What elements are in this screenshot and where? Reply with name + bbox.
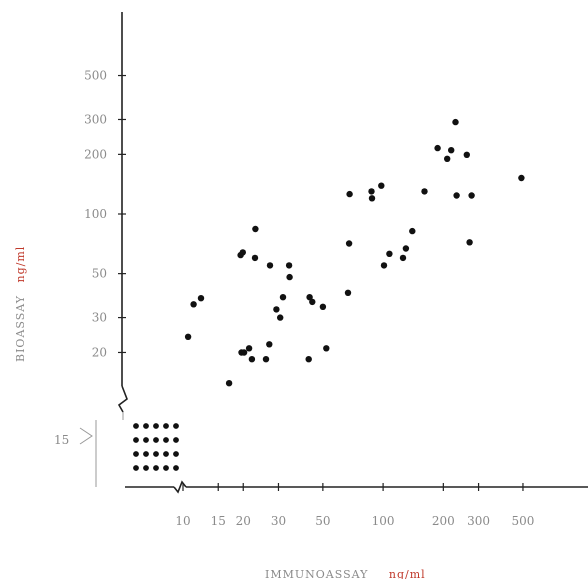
data-point bbox=[197, 295, 205, 302]
below-detection-point bbox=[143, 423, 149, 429]
below-detection-point bbox=[153, 465, 159, 471]
x-tick-label: 10 bbox=[175, 514, 190, 528]
data-point bbox=[279, 294, 287, 301]
data-point bbox=[386, 250, 393, 257]
x-tick-label: 20 bbox=[236, 514, 251, 528]
x-tick-label: 30 bbox=[271, 514, 286, 528]
data-point bbox=[266, 341, 273, 348]
data-point bbox=[262, 356, 270, 363]
data-point bbox=[184, 333, 192, 340]
data-point bbox=[323, 345, 330, 352]
below-detection-point bbox=[153, 451, 159, 457]
x-axis-label: IMMUNOASSAY bbox=[265, 568, 368, 579]
data-point bbox=[380, 262, 388, 269]
data-point bbox=[344, 289, 352, 296]
x-tick-label: 100 bbox=[372, 514, 395, 528]
data-point bbox=[319, 303, 327, 310]
data-point bbox=[309, 298, 316, 306]
below-detection-point bbox=[133, 451, 139, 457]
data-point bbox=[245, 345, 253, 352]
data-point bbox=[368, 188, 375, 195]
y-tick-label: 500 bbox=[84, 69, 107, 83]
x-axis-unit: ng/ml bbox=[389, 568, 426, 579]
y-tick-label: 30 bbox=[92, 311, 107, 325]
data-point bbox=[452, 118, 459, 126]
x-tick-label: 300 bbox=[467, 514, 490, 528]
data-point bbox=[273, 306, 280, 313]
y-tick-label: 200 bbox=[84, 147, 107, 161]
below-detection-point bbox=[163, 451, 169, 457]
data-point bbox=[453, 192, 460, 199]
data-point bbox=[399, 254, 407, 262]
data-point bbox=[286, 273, 293, 281]
y-axis-unit: ng/ml bbox=[14, 246, 27, 283]
data-point bbox=[306, 294, 313, 301]
below-detection-point bbox=[173, 437, 179, 443]
below-detection-point bbox=[143, 451, 149, 457]
below-detection-point bbox=[133, 423, 139, 429]
below-detection-point bbox=[163, 423, 169, 429]
y-axis-break bbox=[117, 385, 128, 413]
data-point bbox=[248, 356, 256, 363]
y-axis-label: BIOASSAY bbox=[14, 295, 27, 362]
below-detection-point bbox=[133, 465, 139, 471]
below-detection-point bbox=[153, 423, 159, 429]
below-detection-label: 15 bbox=[54, 433, 69, 447]
data-point bbox=[378, 182, 385, 189]
data-point bbox=[190, 301, 197, 308]
below-detection-point bbox=[173, 451, 179, 457]
x-axis-title: IMMUNOASSAY ng/ml bbox=[265, 568, 426, 579]
data-point bbox=[448, 147, 455, 154]
below-detection-point bbox=[173, 423, 179, 429]
below-detection-point bbox=[143, 437, 149, 443]
data-point bbox=[345, 240, 353, 247]
y15-marker bbox=[79, 427, 93, 445]
data-point bbox=[368, 195, 376, 202]
data-point bbox=[518, 174, 525, 182]
data-point bbox=[251, 254, 259, 262]
below-detection-point bbox=[173, 465, 179, 471]
data-point bbox=[346, 190, 353, 198]
data-point bbox=[277, 314, 284, 321]
below-detection-point bbox=[143, 465, 149, 471]
x-tick-label: 200 bbox=[432, 514, 455, 528]
data-point bbox=[252, 225, 259, 233]
data-point bbox=[468, 192, 475, 199]
data-point bbox=[434, 144, 441, 152]
data-point bbox=[239, 249, 246, 256]
x-tick-label: 15 bbox=[211, 514, 226, 528]
x-tick-label: 500 bbox=[512, 514, 535, 528]
data-point bbox=[463, 151, 470, 158]
below-detection-point bbox=[163, 437, 169, 443]
data-point bbox=[409, 227, 416, 235]
y-axis-title: BIOASSAY ng/ml bbox=[14, 246, 27, 362]
x-axis-break bbox=[173, 480, 187, 494]
data-point bbox=[402, 245, 410, 252]
data-point bbox=[266, 262, 274, 269]
data-point bbox=[444, 155, 451, 162]
below-detection-point bbox=[153, 437, 159, 443]
below-detection-point bbox=[163, 465, 169, 471]
below-detection-point bbox=[133, 437, 139, 443]
x-tick-label: 50 bbox=[315, 514, 330, 528]
data-point bbox=[421, 188, 428, 195]
y-tick-label: 100 bbox=[84, 207, 107, 221]
data-point bbox=[305, 356, 312, 363]
data-point bbox=[225, 380, 233, 387]
y-tick-label: 300 bbox=[84, 112, 107, 126]
data-point bbox=[466, 239, 473, 246]
data-point bbox=[240, 349, 248, 356]
y-tick-label: 20 bbox=[92, 345, 107, 359]
y-tick-label: 50 bbox=[92, 267, 107, 281]
data-point bbox=[285, 262, 293, 269]
